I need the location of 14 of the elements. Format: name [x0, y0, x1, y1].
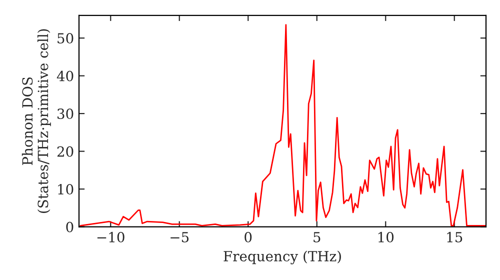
x-tick-label: 15 [447, 232, 462, 242]
x-tick-label: −5 [170, 232, 189, 242]
x-tick-label: 10 [378, 232, 394, 242]
y-tick-label: 0 [66, 222, 74, 232]
x-tick-label: 0 [244, 232, 252, 242]
y-tick-label: 50 [58, 33, 74, 44]
x-axis-title: Frequency (THz) [224, 250, 341, 264]
y-tick-label: 10 [58, 184, 74, 195]
y-tick-label: 40 [56, 70, 74, 82]
y-axis-title: Phonon DOS (States/THz·primitive cell) [22, 29, 51, 213]
x-tick-label: −10 [97, 232, 124, 242]
y-tick-label: 30 [58, 108, 74, 120]
x-tick-label: 5 [314, 232, 320, 242]
y-tick-label: 20 [57, 146, 74, 157]
